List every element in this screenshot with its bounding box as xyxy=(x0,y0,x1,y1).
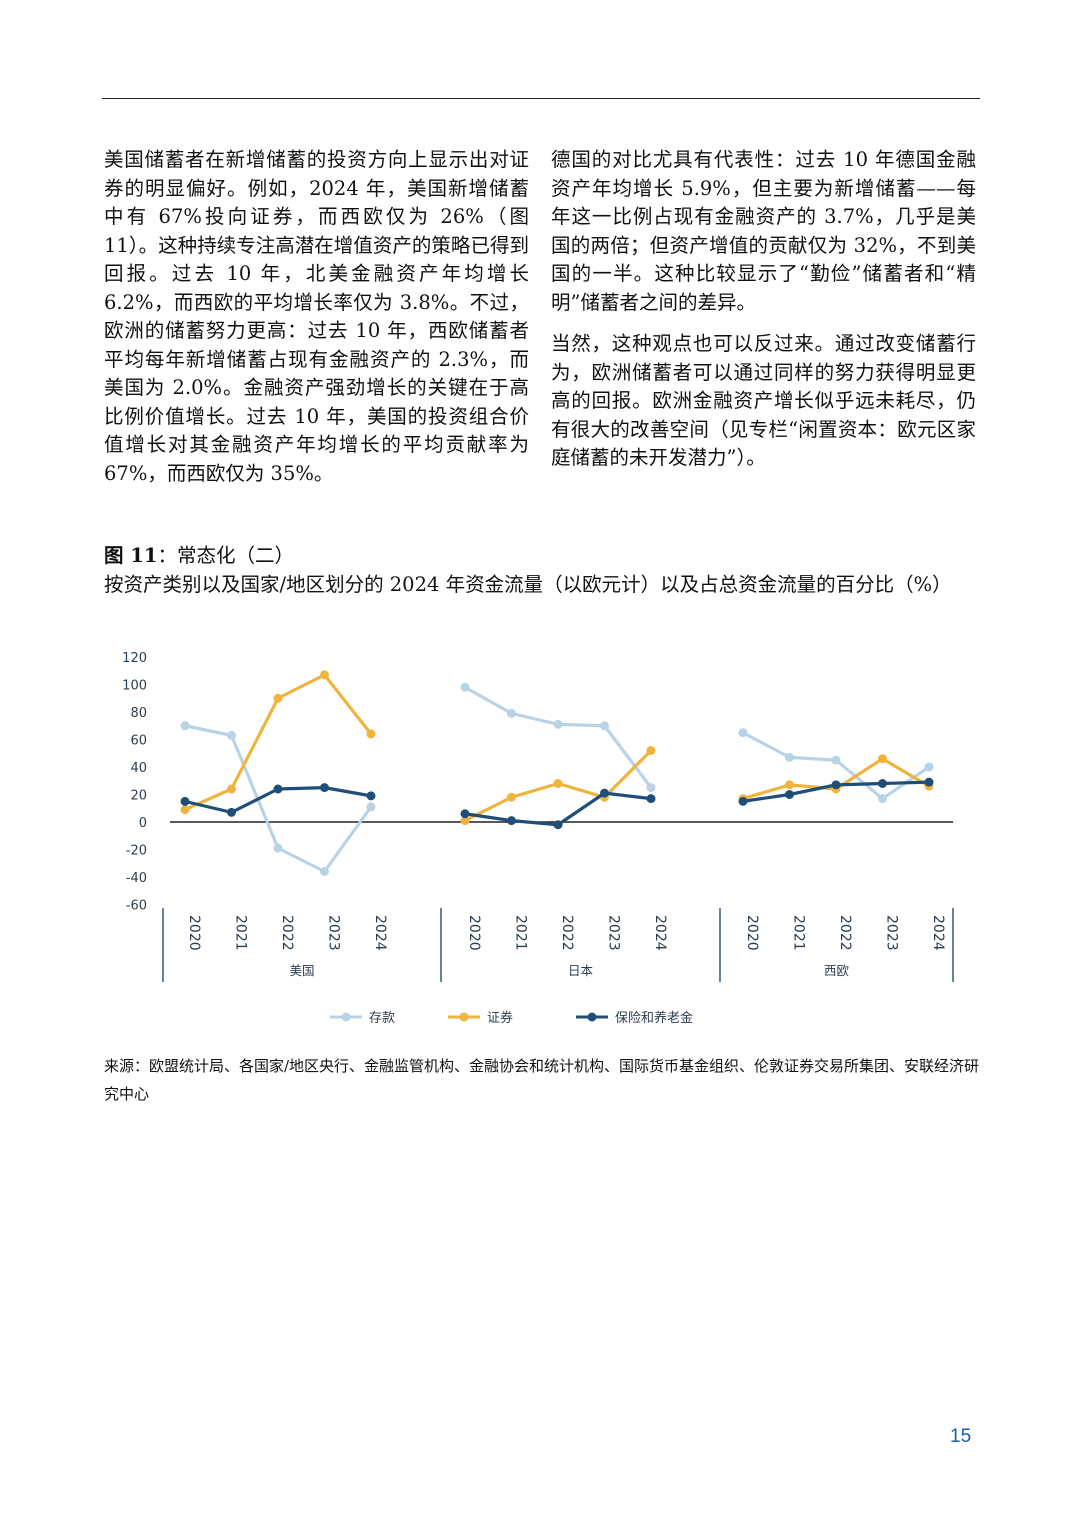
data-point xyxy=(924,777,934,787)
legend-label: 保险和养老金 xyxy=(615,1010,693,1026)
x-tick-label: 2022 xyxy=(559,915,575,951)
x-tick-label: 2021 xyxy=(513,915,529,951)
data-point xyxy=(320,670,329,680)
data-point xyxy=(785,790,794,799)
legend-swatch-marker xyxy=(341,1012,351,1022)
y-tick-label: 120 xyxy=(122,651,147,666)
data-point xyxy=(600,788,609,798)
paragraph-right-2: 当然，这种观点也可以反过来。通过改变储蓄行为，欧洲储蓄者可以通过同样的努力获得明… xyxy=(551,332,976,469)
x-tick-label: 2023 xyxy=(606,915,622,951)
data-point xyxy=(273,843,283,853)
data-point xyxy=(878,754,887,764)
data-point xyxy=(553,719,563,729)
y-tick-label: 80 xyxy=(130,706,147,721)
data-point xyxy=(227,730,236,740)
data-point xyxy=(180,805,190,815)
body-column-right: 德国的对比尤具有代表性：过去 10 年德国金融资产年均增长 5.9%，但主要为新… xyxy=(551,146,976,486)
x-tick-label: 2021 xyxy=(233,915,249,951)
data-point xyxy=(738,796,748,806)
legend-swatch-marker xyxy=(459,1012,469,1022)
data-point xyxy=(460,682,470,692)
data-point xyxy=(600,721,609,731)
data-point xyxy=(785,752,794,762)
data-point xyxy=(227,784,236,794)
x-tick-label: 2020 xyxy=(744,915,760,951)
data-point xyxy=(878,794,887,804)
data-point xyxy=(646,794,656,804)
page-number: 15 xyxy=(950,1426,972,1447)
source-note: 来源：欧盟统计局、各国家/地区央行、金融监管机构、金融协会和统计机构、国际货币基… xyxy=(104,1057,980,1103)
data-point xyxy=(507,708,516,718)
paragraph-right-1: 德国的对比尤具有代表性：过去 10 年德国金融资产年均增长 5.9%，但主要为新… xyxy=(551,148,976,314)
x-tick-label: 2023 xyxy=(326,915,342,951)
data-point xyxy=(180,721,190,731)
legend-label: 证券 xyxy=(487,1010,513,1026)
data-point xyxy=(738,728,748,738)
data-point xyxy=(646,746,656,755)
line-chart: 120 100 80 60 40 20 0 -20 -40 -60 2020 2021 2022 2023… xyxy=(122,651,954,1026)
series-line xyxy=(464,685,653,789)
x-tick-label: 2024 xyxy=(652,915,668,951)
data-point xyxy=(460,809,470,819)
series-line xyxy=(464,791,652,827)
data-point xyxy=(320,783,329,793)
x-tick-label: 2023 xyxy=(884,915,900,951)
group-label: 美国 xyxy=(289,963,314,978)
x-tick-label: 2022 xyxy=(279,915,295,951)
y-tick-label: 100 xyxy=(122,679,147,694)
y-tick-label: 0 xyxy=(139,816,147,831)
y-tick-label: 40 xyxy=(130,761,147,776)
data-point xyxy=(366,791,376,801)
figure-title: 图 11：常态化（二） xyxy=(104,541,974,570)
data-point xyxy=(507,816,516,826)
data-point xyxy=(646,783,656,793)
figure-heading: 图 11：常态化（二） 按资产类别以及国家/地区划分的 2024 年资金流量（以… xyxy=(104,541,974,599)
data-point xyxy=(785,780,794,790)
data-point xyxy=(878,779,887,788)
x-tick-label: 2022 xyxy=(837,915,853,951)
x-tick-label: 2020 xyxy=(466,915,482,951)
y-tick-label: -60 xyxy=(126,899,147,914)
data-point xyxy=(460,816,470,826)
header-rule xyxy=(102,98,980,99)
y-tick-label: 20 xyxy=(130,789,147,804)
y-tick-label: 60 xyxy=(130,734,147,749)
figure-title-text: ：常态化（二） xyxy=(157,544,294,567)
data-point xyxy=(180,796,190,806)
legend-label: 存款 xyxy=(369,1011,395,1026)
x-tick-label: 2021 xyxy=(791,915,807,951)
data-point xyxy=(553,779,563,788)
data-point xyxy=(366,802,376,812)
data-point xyxy=(924,762,934,772)
data-point xyxy=(366,729,376,739)
body-column-left: 美国储蓄者在新增储蓄的投资方向上显示出对证券的明显偏好。例如，2024 年，美国… xyxy=(104,146,529,501)
data-point xyxy=(507,792,516,802)
figure-label: 图 11 xyxy=(104,544,158,567)
legend-swatch-marker xyxy=(587,1012,597,1022)
data-point xyxy=(553,820,563,830)
data-point xyxy=(831,755,841,765)
paragraph-left: 美国储蓄者在新增储蓄的投资方向上显示出对证券的明显偏好。例如，2024 年，美国… xyxy=(104,148,529,485)
x-tick-label: 2020 xyxy=(186,915,202,951)
data-point xyxy=(831,780,841,790)
data-point xyxy=(227,807,236,817)
data-point xyxy=(273,784,283,794)
figure-subtitle: 按资产类别以及国家/地区划分的 2024 年资金流量（以欧元计）以及占总资金流量… xyxy=(104,573,952,596)
y-tick-label: -40 xyxy=(126,871,147,886)
group-label: 西欧 xyxy=(824,963,850,978)
x-tick-label: 2024 xyxy=(930,915,946,951)
y-tick-label: -20 xyxy=(126,844,147,859)
x-tick-label: 2024 xyxy=(372,915,388,951)
data-point xyxy=(273,693,283,703)
group-label: 日本 xyxy=(568,963,594,978)
data-point xyxy=(320,867,329,876)
